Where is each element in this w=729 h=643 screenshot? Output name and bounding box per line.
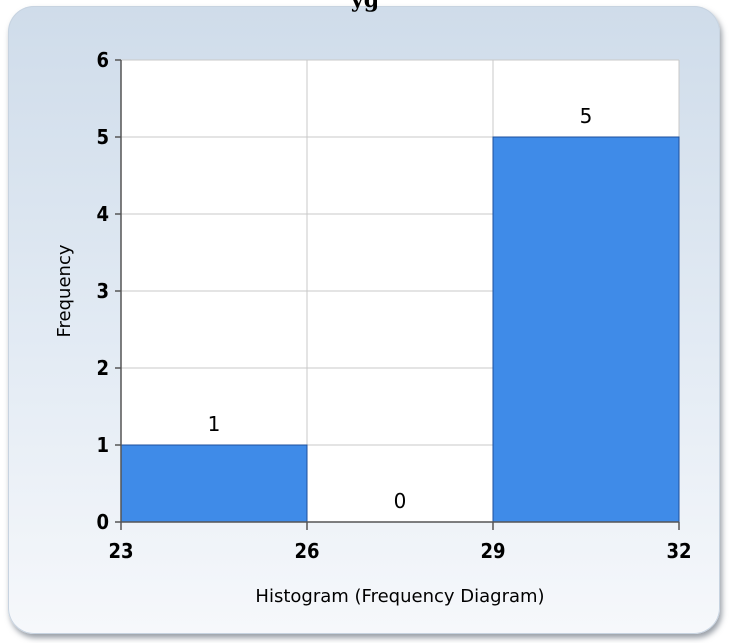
x-axis-title: Histogram (Frequency Diagram) <box>255 586 544 607</box>
y-tick-label: 1 <box>96 433 109 457</box>
x-tick-label: 32 <box>666 539 691 563</box>
histogram-bar <box>120 444 308 523</box>
y-tick-label: 6 <box>96 48 109 72</box>
chart-title-fragment: yg <box>350 0 380 13</box>
y-tick-label: 2 <box>96 356 109 380</box>
y-tick-label: 4 <box>96 202 109 226</box>
bars <box>120 136 680 523</box>
x-tick-label: 23 <box>108 539 133 563</box>
y-tick-label: 3 <box>96 279 109 303</box>
y-axis-title: Frequency <box>54 244 75 337</box>
x-tick-label: 26 <box>294 539 319 563</box>
data-labels: 1 0 5 <box>208 104 593 513</box>
bar-value-label: 1 <box>208 412 221 436</box>
histogram-bar <box>492 136 680 523</box>
y-tick-label: 0 <box>96 510 109 534</box>
axes <box>115 59 680 530</box>
y-tick-label: 5 <box>96 125 109 149</box>
bar-value-label: 5 <box>580 104 593 128</box>
x-tick-label: 29 <box>480 539 505 563</box>
bar-value-label: 0 <box>394 489 407 513</box>
